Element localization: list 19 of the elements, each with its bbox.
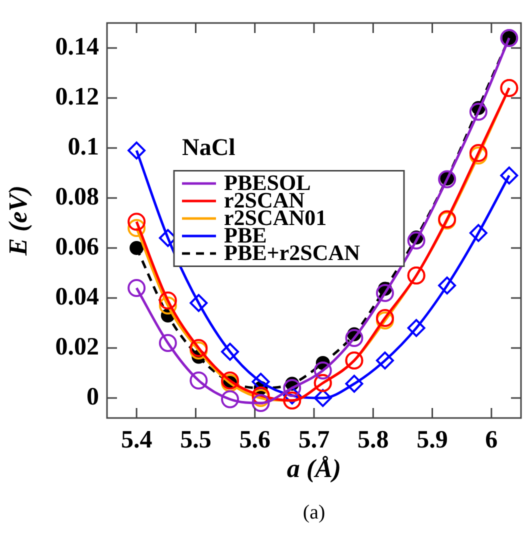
- y-tick-label: 0.1: [68, 133, 99, 160]
- x-tick-label: 5.5: [180, 426, 212, 454]
- y-tick-label: 0.08: [55, 183, 99, 210]
- y-axis-title: E (eV): [3, 185, 32, 257]
- x-tick-label: 5.7: [298, 426, 330, 454]
- x-tick-label: 5.6: [239, 426, 270, 454]
- y-tick-label: 0.02: [55, 333, 99, 360]
- y-tick-label: 0.06: [55, 233, 99, 260]
- y-tick-label: 0.12: [55, 83, 99, 110]
- y-tick-label: 0.04: [55, 283, 100, 310]
- x-axis-title: a (Å): [286, 454, 342, 484]
- y-tick-label: 0.14: [55, 33, 100, 60]
- x-tick-label: 5.4: [120, 426, 153, 454]
- x-tick-label: 6: [485, 426, 498, 454]
- text: (a): [302, 501, 326, 524]
- x-tick-label: 5.9: [416, 426, 448, 454]
- y-tick-label: 0: [86, 383, 99, 410]
- x-tick-label: 5.8: [358, 426, 389, 454]
- text: NaCl: [182, 135, 236, 162]
